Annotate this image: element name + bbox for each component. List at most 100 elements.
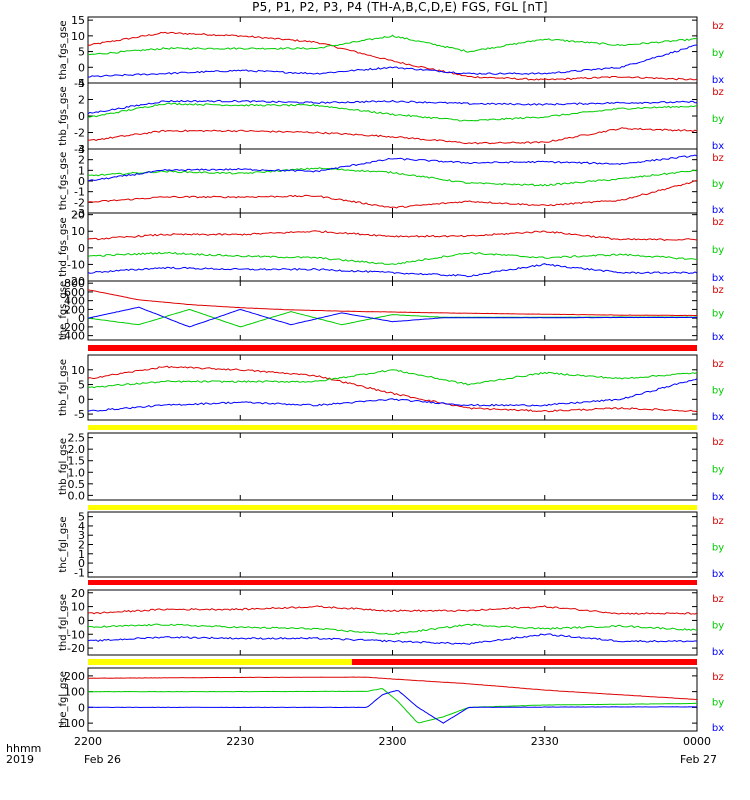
y-tick-label: 2	[78, 154, 85, 167]
legend-bz: bz	[712, 516, 724, 527]
legend-bz: bz	[712, 217, 724, 228]
legend-bx: bx	[712, 141, 724, 152]
series-line-by	[88, 688, 697, 724]
y-tick-label: 0.0	[68, 489, 86, 502]
y-tick-label: 4	[78, 77, 85, 90]
legend-by: by	[712, 309, 724, 320]
series-line-by	[88, 623, 697, 636]
y-tick-label: 100	[64, 686, 85, 699]
legend-bz: bz	[712, 672, 724, 683]
y-tick-label: 0	[78, 557, 85, 570]
y-axis-label: thb_fgs_gse	[58, 86, 69, 145]
y-tick-label: -1	[74, 186, 85, 199]
y-axis-label: thd_fgs_gse	[58, 217, 69, 276]
legend-bx: bx	[712, 75, 724, 86]
y-tick-label: 3	[78, 143, 85, 156]
y-tick-label: -20	[67, 275, 85, 288]
y-tick-label: 2	[78, 539, 85, 552]
end-date-label: Feb 27	[680, 753, 717, 766]
legend-bx: bx	[712, 332, 724, 343]
y-tick-label: 600	[64, 286, 85, 299]
y-tick-label: 0	[78, 614, 85, 627]
start-date-label: Feb 26	[84, 753, 121, 766]
figure-title: P5, P1, P2, P3, P4 (TH-A,B,C,D,E) FGS, F…	[252, 0, 548, 14]
panel-frame	[87, 589, 698, 656]
y-tick-label: 0	[78, 312, 85, 325]
flag-bar-yellow	[88, 425, 697, 430]
y-tick-label: 2.5	[68, 432, 86, 445]
legend-by: by	[712, 48, 724, 59]
legend-bx: bx	[712, 723, 724, 734]
legend-by: by	[712, 465, 724, 476]
y-tick-label: 10	[71, 601, 85, 614]
series-line-bx	[88, 378, 697, 412]
series-line-bx	[88, 44, 697, 78]
series-line-bz	[88, 676, 697, 700]
year-label: 2019	[6, 753, 34, 766]
flag-bar-yellow	[88, 505, 697, 510]
legend-bz: bz	[712, 87, 724, 98]
series-line-bz	[88, 31, 697, 81]
x-tick-label: 2200	[74, 735, 102, 748]
y-tick-label: 1.0	[68, 466, 86, 479]
legend-bz: bz	[712, 437, 724, 448]
panel-frame	[87, 82, 698, 150]
legend-by: by	[712, 621, 724, 632]
panel-frame	[87, 511, 698, 578]
y-tick-label: 0	[78, 110, 85, 123]
y-tick-label: 400	[64, 295, 85, 308]
legend-bz: bz	[712, 285, 724, 296]
x-tick-label: 2300	[379, 735, 407, 748]
y-tick-label: -10	[67, 628, 85, 641]
y-tick-label: -10	[67, 258, 85, 271]
y-tick-label: 800	[64, 277, 85, 290]
y-tick-label: 20	[71, 587, 85, 600]
y-tick-label: -2	[74, 127, 85, 140]
series-line-by	[88, 369, 697, 389]
legend-bx: bx	[712, 647, 724, 658]
y-axis-label: thd_fgl_gse	[58, 594, 69, 651]
y-axis-label: thc_fgs_gse	[58, 152, 69, 211]
y-tick-label: -5	[74, 77, 85, 90]
legend-bz: bz	[712, 153, 724, 164]
flag-bar-yellow	[88, 659, 352, 665]
series-line-bz	[88, 127, 697, 145]
legend-bz: bz	[712, 359, 724, 370]
y-tick-label: 200	[64, 303, 85, 316]
y-tick-label: 1	[78, 164, 85, 177]
legend-bx: bx	[712, 273, 724, 284]
y-axis-label: tha_fgs_gse	[58, 20, 69, 79]
y-tick-label: -1	[74, 566, 85, 579]
legend-bx: bx	[712, 569, 724, 580]
y-tick-label: -5	[74, 408, 85, 421]
y-tick-label: 0	[78, 242, 85, 255]
y-tick-label: 1.5	[68, 455, 86, 468]
y-tick-label: 10	[71, 364, 85, 377]
flag-bar-red	[351, 659, 697, 665]
legend-bx: bx	[712, 412, 724, 423]
y-tick-label: 200	[64, 670, 85, 683]
series-line-bx	[88, 689, 697, 724]
panel-frame	[87, 432, 698, 501]
flag-bar-red	[88, 580, 697, 585]
y-tick-label: -100	[60, 717, 85, 730]
series-line-by	[88, 167, 697, 187]
series-line-bx	[88, 306, 697, 328]
panel-frame	[87, 354, 698, 421]
series-line-bz	[88, 180, 697, 209]
legend-bx: bx	[712, 205, 724, 216]
y-tick-label: 0	[78, 393, 85, 406]
legend-bz: bz	[712, 21, 724, 32]
series-line-bz	[88, 230, 697, 241]
series-line-bz	[88, 605, 697, 615]
y-tick-label: 0	[78, 701, 85, 714]
legend-by: by	[712, 179, 724, 190]
y-tick-label: 10	[71, 225, 85, 238]
legend-by: by	[712, 245, 724, 256]
y-tick-label: 10	[71, 30, 85, 43]
series-line-bz	[88, 365, 697, 413]
x-tick-label: 0000	[683, 735, 711, 748]
y-axis-label: the_fgl_gse	[58, 671, 69, 728]
